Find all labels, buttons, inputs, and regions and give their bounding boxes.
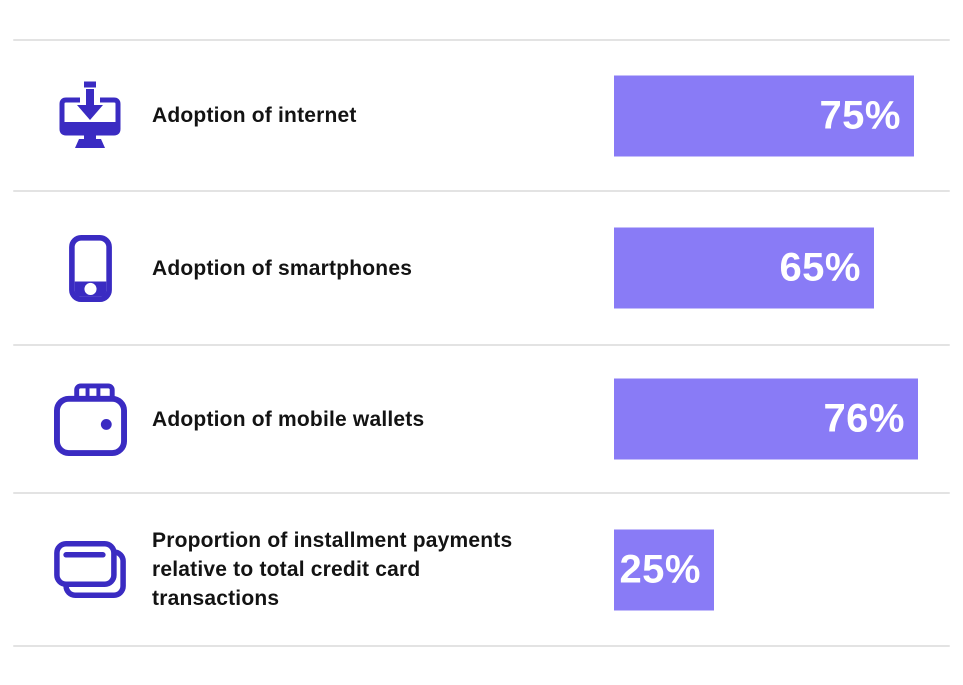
stat-label: Proportion of installment payments relat… xyxy=(152,529,513,610)
stat-value: 25% xyxy=(619,547,701,591)
stat-bar: 25% xyxy=(614,529,714,610)
row-divider xyxy=(13,645,950,647)
stat-bar: 65% xyxy=(614,227,874,309)
stat-label: Adoption of internet xyxy=(152,104,357,127)
monitor-download-icon xyxy=(28,80,152,152)
credit-cards-icon xyxy=(28,541,152,598)
stat-value: 65% xyxy=(779,245,861,290)
stat-row: Adoption of mobile wallets 76% xyxy=(0,346,963,492)
smartphone-icon xyxy=(28,234,152,302)
row-divider xyxy=(13,39,950,41)
stat-bar: 76% xyxy=(614,378,918,460)
stat-row: Proportion of installment payments relat… xyxy=(0,494,963,645)
stat-value: 76% xyxy=(823,396,905,441)
stat-row: Adoption of internet 75% xyxy=(0,41,963,190)
row-divider xyxy=(13,190,950,192)
stat-label: Adoption of smartphones xyxy=(152,256,413,280)
wallet-icon xyxy=(28,382,152,457)
row-divider xyxy=(13,492,950,494)
stat-row: Adoption of smartphones 65% xyxy=(0,192,963,344)
stat-label: Adoption of mobile wallets xyxy=(152,407,425,431)
stat-bar: 75% xyxy=(614,75,914,156)
row-divider xyxy=(13,344,950,346)
stat-value: 75% xyxy=(819,93,901,137)
